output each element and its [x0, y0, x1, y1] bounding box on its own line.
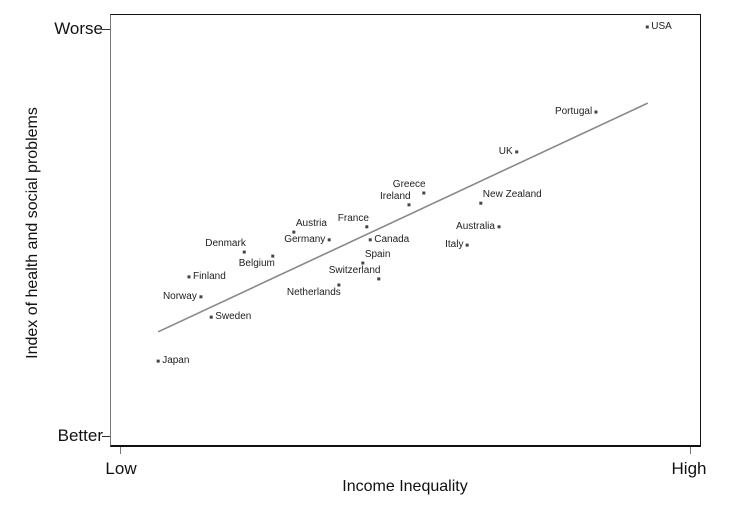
point-label: Spain [364, 249, 391, 261]
x-tick-low [120, 447, 121, 454]
data-point [645, 25, 649, 29]
data-point [465, 243, 469, 247]
data-point [407, 203, 411, 207]
data-point [199, 295, 203, 299]
plot-area [110, 14, 701, 447]
point-label: Austria [295, 218, 327, 230]
point-label: France [337, 212, 369, 224]
data-point [361, 261, 365, 265]
x-axis-label: Income Inequality [342, 478, 468, 495]
point-label: Denmark [205, 238, 246, 250]
point-label: USA [651, 20, 672, 32]
data-point [156, 359, 160, 363]
data-point [594, 110, 598, 114]
y-tick-worse [102, 29, 110, 30]
data-point [242, 250, 246, 254]
x-tick-high [690, 447, 691, 454]
trend-line [157, 102, 649, 333]
data-point [327, 238, 331, 242]
point-label: UK [498, 145, 513, 157]
x-tick-label-low: Low [105, 459, 137, 478]
point-label: Sweden [215, 311, 252, 323]
y-tick-label-worse: Worse [54, 19, 103, 38]
data-point [209, 315, 213, 319]
data-point [292, 230, 296, 234]
data-point [187, 275, 191, 279]
point-label: Greece [392, 179, 426, 191]
point-label: Japan [162, 355, 190, 367]
data-point [271, 254, 275, 258]
point-label: Australia [456, 220, 495, 232]
point-label: Ireland [379, 190, 411, 202]
point-label: Portugal [554, 106, 593, 118]
data-points [156, 25, 649, 363]
point-label: Italy [445, 239, 464, 251]
point-label: New Zealand [482, 189, 542, 201]
data-point [422, 191, 426, 195]
y-tick-better [102, 436, 110, 437]
point-label: Canada [374, 233, 410, 245]
data-point [377, 277, 381, 281]
point-label: Norway [162, 290, 197, 302]
point-label: Germany [284, 233, 326, 245]
data-point [497, 225, 501, 229]
data-point [515, 150, 519, 154]
y-tick-label-better: Better [57, 426, 103, 445]
point-label: Finland [192, 270, 226, 282]
point-label: Belgium [238, 258, 275, 270]
data-point [368, 238, 372, 242]
data-point [479, 201, 483, 205]
data-point [365, 225, 369, 229]
point-label: Netherlands [286, 287, 341, 298]
data-point [337, 283, 341, 287]
x-tick-label-high: High [671, 459, 707, 478]
point-label: Switzerland [328, 264, 381, 276]
